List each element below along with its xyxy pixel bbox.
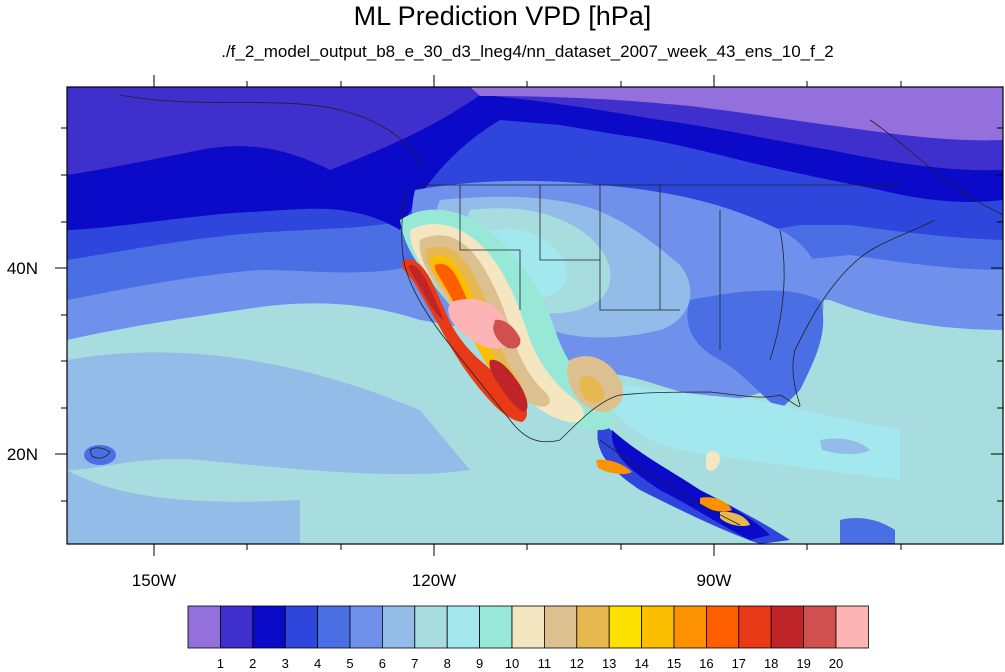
gulf-east-coast-outline [559, 219, 936, 441]
lon-tick-label-150w: 150W [132, 571, 176, 590]
field-level-2-west [67, 87, 162, 165]
vpd-field [67, 87, 1003, 544]
colorbar-box-10 [479, 605, 513, 649]
colorbar-label-17: 17 [732, 656, 746, 671]
colorbar-box-11 [511, 605, 545, 649]
map-outlines [89, 94, 1003, 526]
state-borders-a [459, 185, 521, 310]
colorbar-label-15: 15 [667, 656, 681, 671]
field-hawaii [84, 445, 116, 465]
field-mex-16a [596, 459, 632, 475]
alaska-coast-outline [119, 94, 421, 166]
field-carib-b [840, 518, 895, 544]
field-level-6a [67, 352, 470, 475]
colorbar: 1 2 3 4 5 6 7 8 9 10 11 12 13 14 15 16 17 18 19 20 [187, 605, 869, 671]
colorbar-box-8 [414, 605, 448, 649]
colorbar-box-21 [835, 605, 869, 649]
colorbar-box-7 [381, 605, 416, 649]
colorbar-label-14: 14 [634, 656, 648, 671]
lon-tick-label-90w: 90W [697, 571, 732, 590]
colorbar-label-2: 2 [249, 656, 256, 671]
colorbar-label-7: 7 [411, 656, 418, 671]
colorbar-label-13: 13 [602, 656, 616, 671]
field-southeast-5 [687, 290, 824, 410]
colorbar-box-16 [673, 605, 707, 649]
field-carib-a [820, 438, 870, 455]
colorbar-box-18 [738, 605, 772, 649]
field-mex-11 [706, 450, 720, 471]
colorbar-box-6 [349, 605, 383, 649]
field-max-20 [448, 298, 512, 349]
colorbar-box-1 [187, 605, 221, 649]
colorbar-box-4 [284, 605, 319, 649]
colorbar-label-11: 11 [538, 656, 552, 671]
field-level-6b [67, 470, 300, 544]
colorbar-label-10: 10 [505, 656, 519, 671]
axis-ticks [55, 75, 1003, 556]
colorbar-label-9: 9 [476, 656, 483, 671]
chart-subtitle: ./f_2_model_output_b8_e_30_d3_lneg4/nn_d… [221, 42, 834, 61]
hawaii-outline [89, 447, 111, 459]
colorbar-label-3: 3 [282, 656, 289, 671]
field-ridge-19b [489, 359, 528, 412]
colorbar-label-5: 5 [346, 656, 353, 671]
state-borders-d [769, 229, 785, 361]
colorbar-label-6: 6 [379, 656, 386, 671]
colorbar-box-2 [219, 605, 254, 649]
colorbar-box-20 [803, 605, 837, 649]
canada-east-outline [869, 119, 1003, 216]
colorbar-box-15 [641, 605, 675, 649]
colorbar-label-1: 1 [217, 656, 224, 671]
lat-tick-label-40n: 40N [7, 259, 38, 278]
west-coast-outline [401, 189, 561, 443]
field-mexico-blue [597, 420, 790, 544]
colorbar-label-18: 18 [764, 656, 778, 671]
colorbar-box-19 [770, 605, 805, 649]
colorbar-box-9 [446, 605, 481, 649]
colorbar-box-13 [576, 605, 610, 649]
field-gulf-9 [600, 380, 900, 480]
lat-tick-label-20n: 20N [7, 445, 38, 464]
colorbar-box-3 [252, 605, 286, 649]
field-level-1 [470, 87, 1003, 141]
field-mex-13 [720, 511, 750, 527]
colorbar-label-12: 12 [570, 656, 584, 671]
colorbar-box-14 [608, 605, 643, 649]
colorbar-label-19: 19 [796, 656, 810, 671]
mexico-outline [599, 439, 741, 526]
colorbar-label-4: 4 [314, 656, 321, 671]
colorbar-box-17 [706, 605, 740, 649]
chart-title: ML Prediction VPD [hPa] [353, 1, 652, 31]
colorbar-label-16: 16 [699, 656, 713, 671]
state-borders-c [599, 185, 721, 350]
field-texas-13 [579, 375, 605, 403]
colorbar-label-20: 20 [829, 656, 843, 671]
colorbar-box-5 [317, 605, 351, 649]
field-ridge-19 [408, 264, 444, 320]
colorbar-box-12 [544, 605, 578, 649]
field-max-20b [493, 319, 521, 349]
colorbar-label-8: 8 [444, 656, 451, 671]
lon-tick-label-120w: 120W [412, 571, 456, 590]
